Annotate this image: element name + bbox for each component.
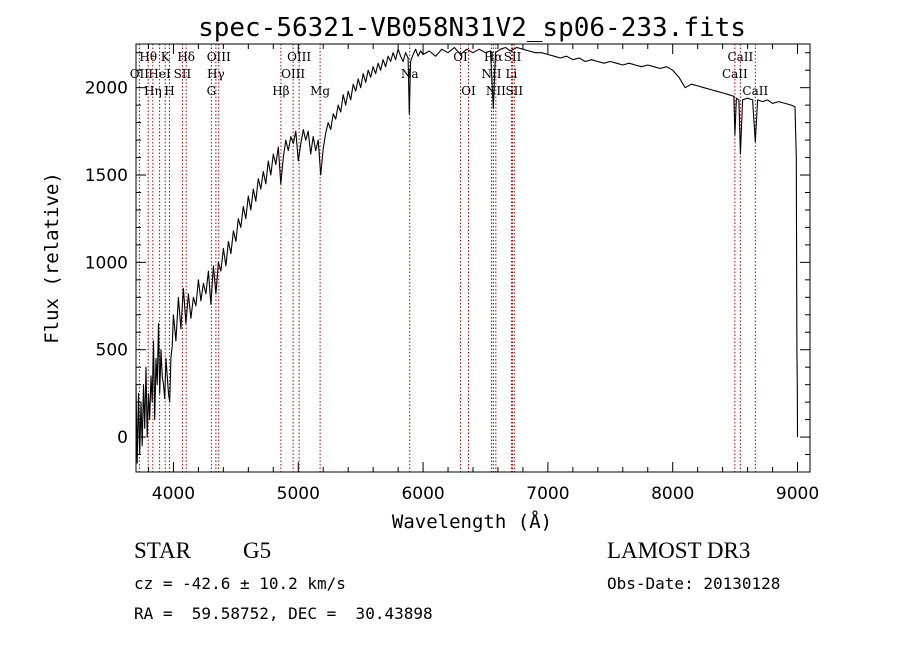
y-tick-label-0: 0 [117,428,128,448]
line-label-8: OIII [207,50,231,64]
line-label-22: Li [506,67,518,81]
line-label-24: CaII [722,67,748,81]
obs-date: Obs-Date: 20130128 [607,574,781,593]
line-label-13: Hβ [272,84,289,98]
plot-frame [135,43,811,473]
plot-area: Hθ OII Hη K HeI H Hδ SII OIII Hγ G OIII OIII Hβ Mg Na OI… [85,43,819,504]
survey-name: LAMOST DR3 [607,538,751,563]
line-label-23: SII [505,84,523,98]
line-label-16: OI [453,50,468,64]
redshift-cz: cz = -42.6 ± 10.2 km/s [134,574,346,593]
x-tick-label-5: 9000 [776,484,819,504]
object-class: STAR [134,538,191,563]
line-label-15: Na [401,67,419,81]
line-label-3: K [161,50,171,64]
line-label-1: OII [130,67,150,81]
ra-dec: RA = 59.58752, DEC = 30.43898 [134,604,433,623]
line-label-21: SII [504,50,522,64]
line-label-4: HeI [148,67,171,81]
line-label-17: OI [461,84,476,98]
x-tick-label-0: 4000 [152,484,195,504]
line-label-10: G [207,84,217,98]
line-label-26: CaII [742,84,768,98]
line-label-7: SII [174,67,192,81]
line-label-5: H [164,84,174,98]
line-label-25: CaII [727,50,753,64]
y-tick-label-3: 1500 [85,166,128,186]
x-tick-label-3: 7000 [526,484,569,504]
y-axis-label: Flux (relative) [41,172,63,344]
chart-title: spec-56321-VB058N31V2_sp06-233.fits [198,13,746,43]
x-tick-label-4: 8000 [651,484,694,504]
line-label-11: OIII [287,50,311,64]
y-tick-label-4: 2000 [85,79,128,99]
line-label-9: Hγ [207,67,225,81]
line-label-2: Hη [144,84,162,98]
line-label-20: NII [486,84,506,98]
x-axis-label: Wavelength (Å) [392,510,552,533]
y-tick-label-2: 1000 [85,253,128,273]
x-tick-label-1: 5000 [277,484,320,504]
line-label-14: Mg [310,84,330,98]
y-tick-label-1: 500 [96,341,128,361]
object-subclass: G5 [243,538,272,563]
x-tick-label-2: 6000 [401,484,444,504]
spectrum-series [135,46,799,464]
line-label-6: Hδ [177,50,195,64]
line-label-12: OIII [281,67,305,81]
line-label-0: Hθ [139,50,157,64]
line-label-19: Hα [484,50,503,64]
